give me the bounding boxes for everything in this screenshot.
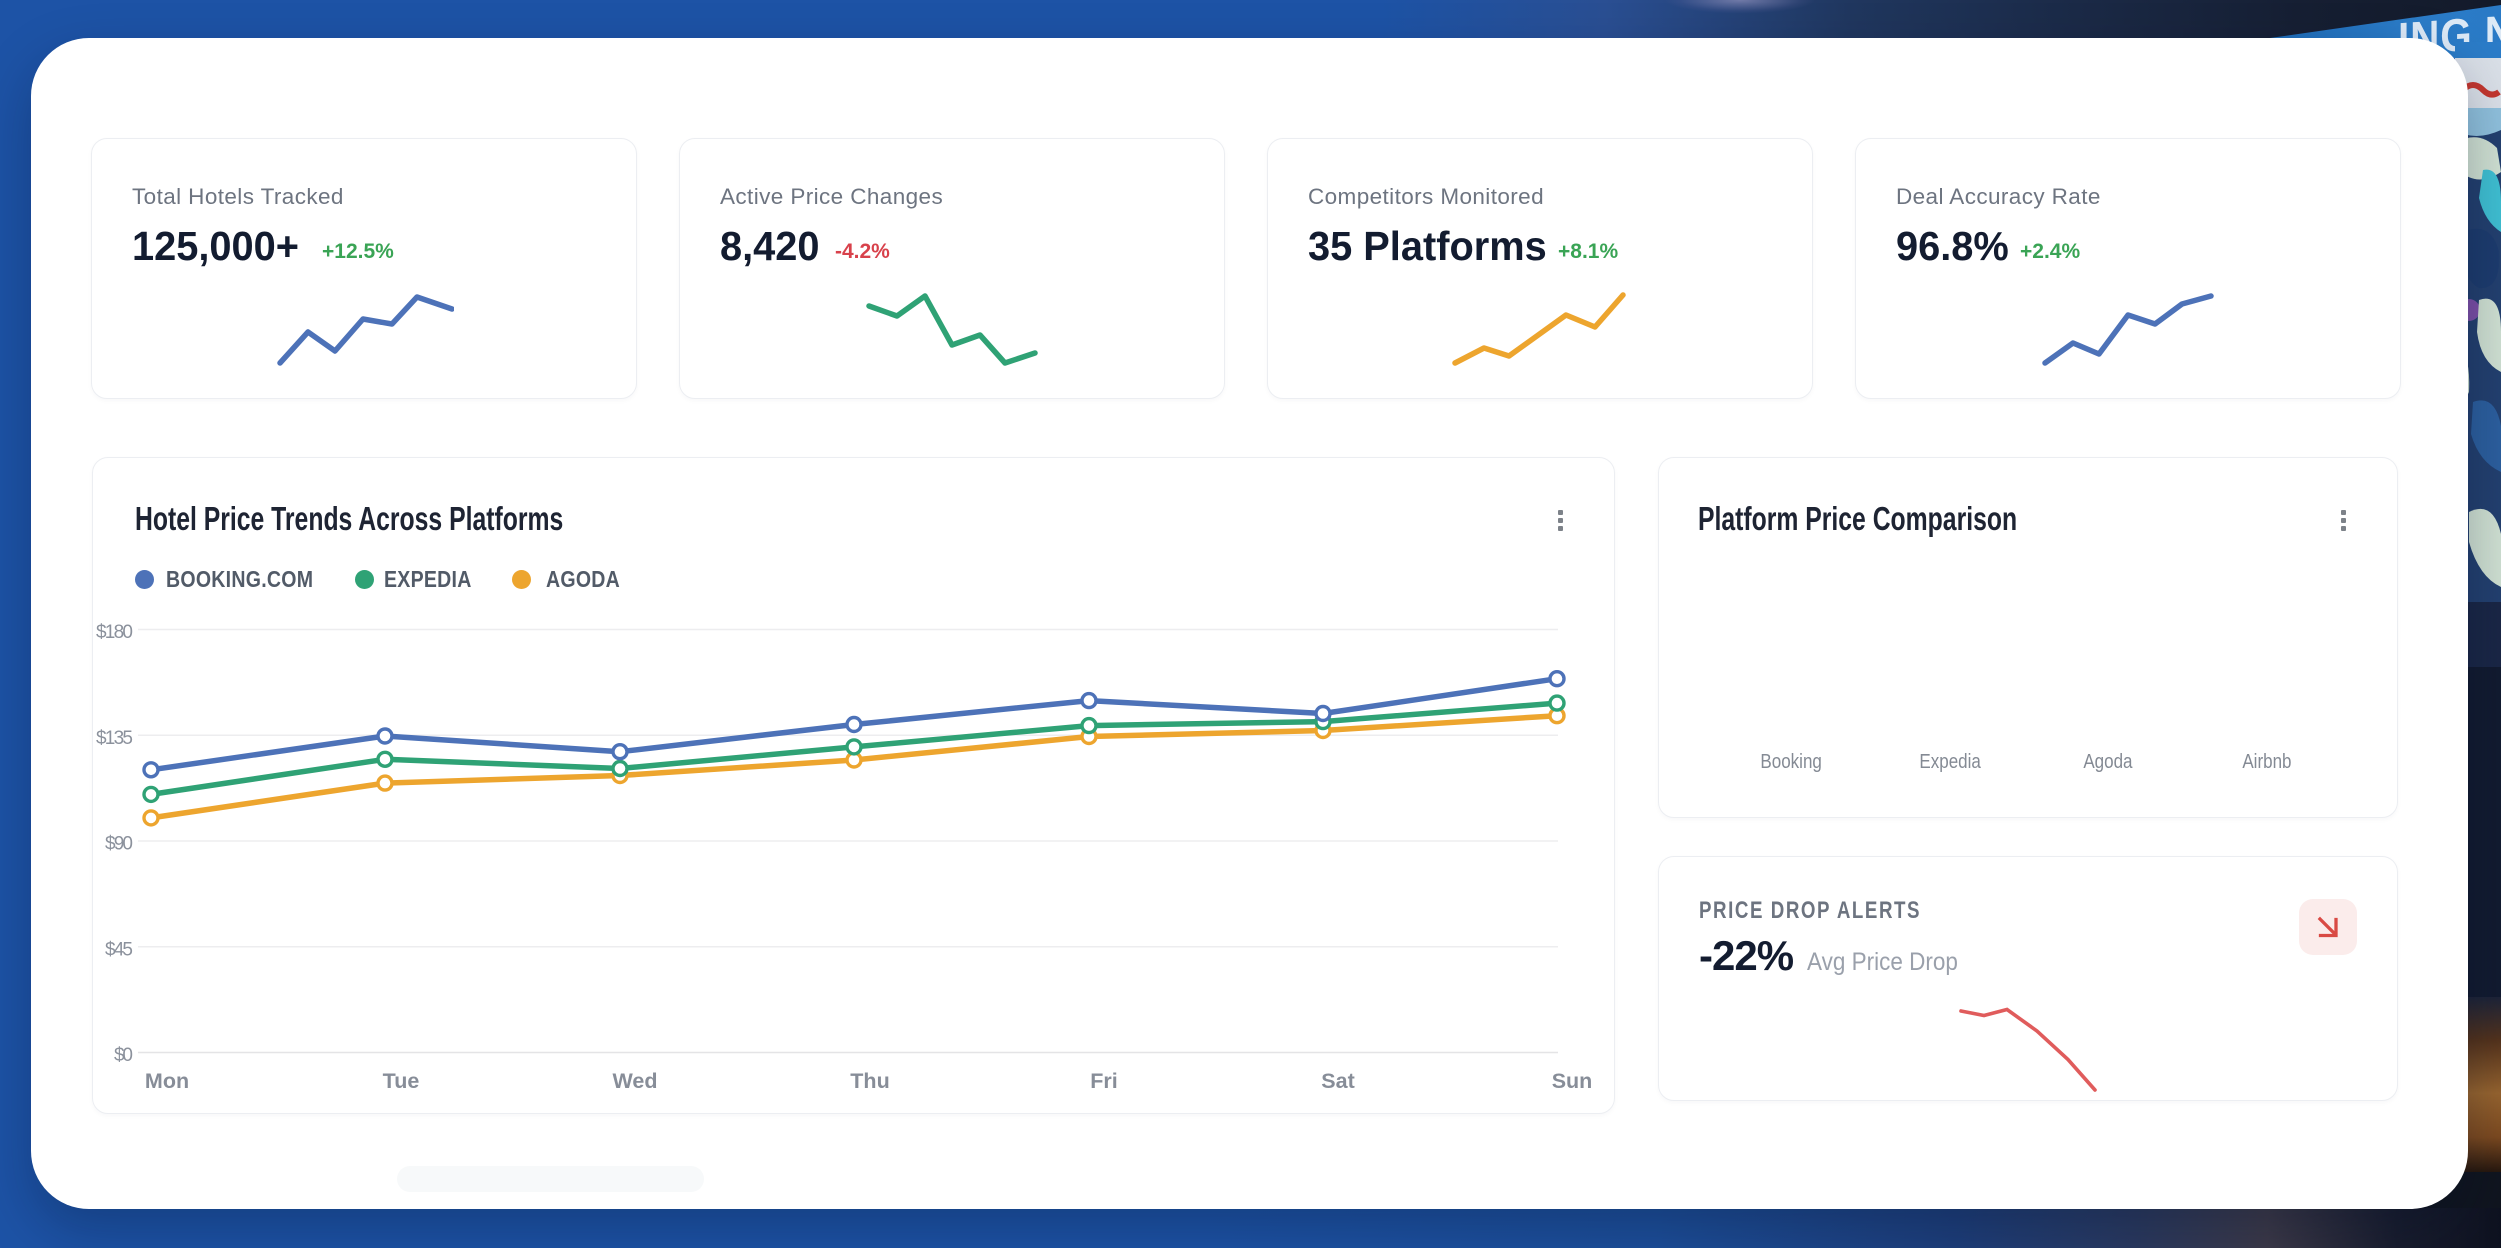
svg-text:$135: $135 [96,728,133,749]
svg-text:$90: $90 [105,834,133,855]
svg-text:Mon: Mon [145,1069,189,1093]
svg-text:$180: $180 [96,622,133,643]
svg-text:Tue: Tue [383,1069,420,1093]
svg-text:Sat: Sat [1321,1069,1354,1093]
svg-text:Thu: Thu [850,1069,889,1093]
svg-text:Fri: Fri [1090,1069,1117,1093]
svg-text:Sun: Sun [1552,1069,1593,1093]
svg-text:$0: $0 [114,1045,133,1066]
svg-text:$45: $45 [105,939,133,960]
svg-text:Wed: Wed [613,1069,658,1093]
